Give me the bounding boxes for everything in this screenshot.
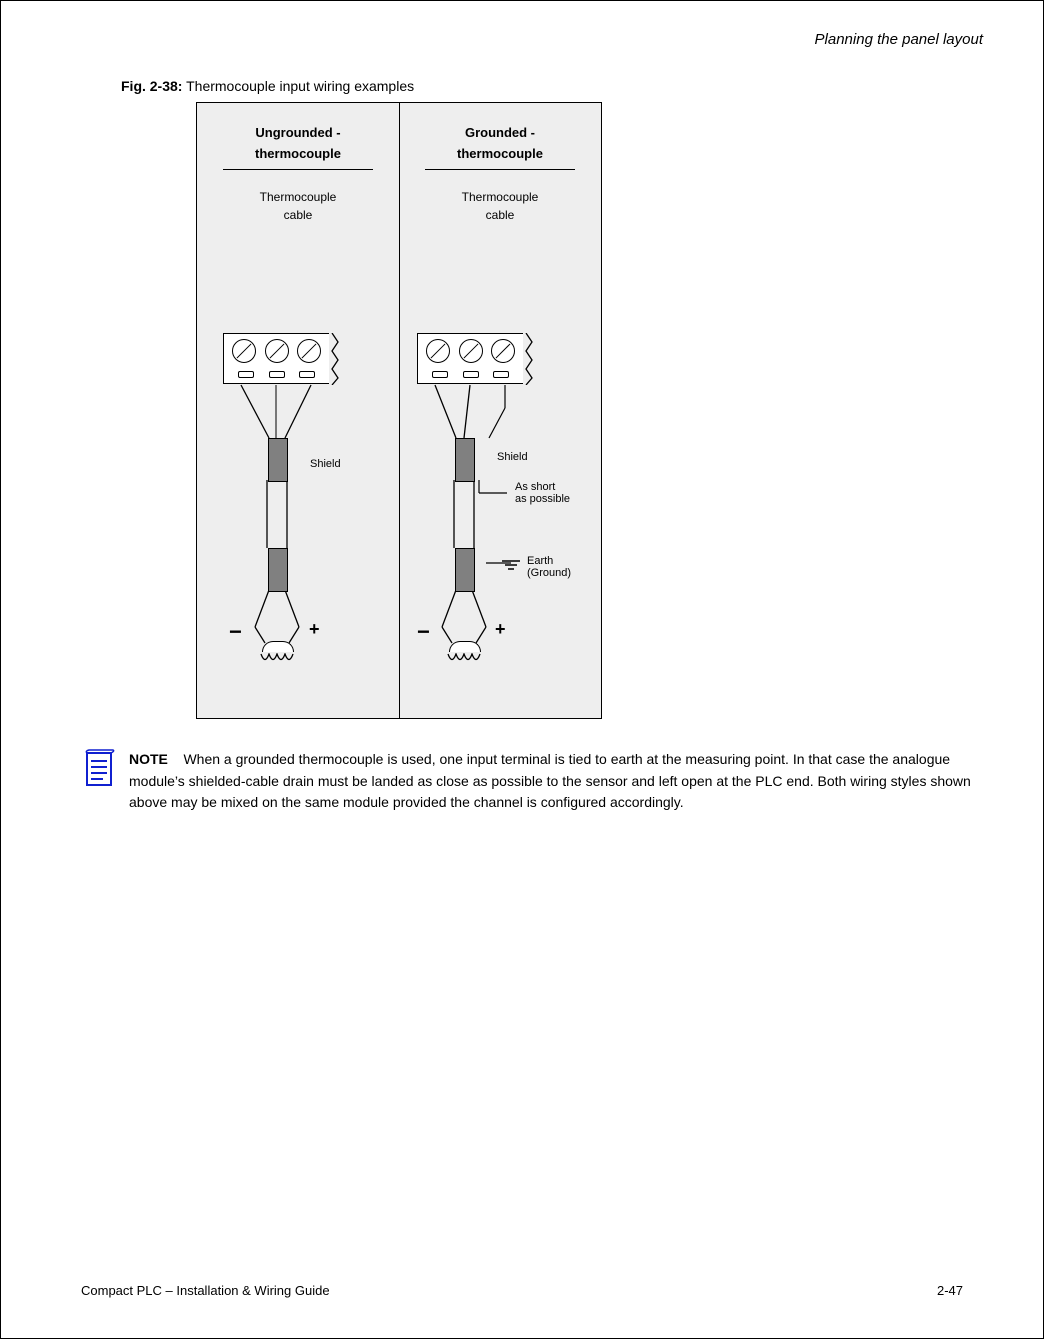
left-panel: Ungrounded - thermocouple Thermocouple c…	[197, 103, 399, 718]
page-frame: Planning the panel layout Fig. 2-38: The…	[0, 0, 1044, 1339]
left-sensor	[262, 641, 294, 670]
short-wire-line2: as possible	[515, 493, 570, 505]
left-upper-connector	[268, 438, 288, 482]
right-upper-connector	[455, 438, 475, 482]
note-icon	[81, 749, 117, 789]
left-wiring-lines	[197, 103, 399, 718]
footer-manual-title: Compact PLC – Installation & Wiring Guid…	[81, 1283, 330, 1298]
left-lower-connector	[268, 548, 288, 592]
sensor-coil-icon	[260, 653, 294, 665]
note-heading: NOTE	[129, 751, 168, 767]
footer-page-number: 2-47	[937, 1283, 963, 1298]
figure-caption: Fig. 2-38: Thermocouple input wiring exa…	[1, 48, 1043, 102]
page-footer: Compact PLC – Installation & Wiring Guid…	[1, 1283, 1043, 1298]
right-sensor	[449, 641, 481, 670]
earth-line1: Earth	[527, 555, 571, 567]
note-body: When a grounded thermocouple is used, on…	[129, 751, 971, 810]
earth-line2: (Ground)	[527, 567, 571, 579]
figure-caption-label: Fig. 2-38:	[121, 78, 182, 94]
short-wire-line1: As short	[515, 481, 570, 493]
right-plus-label: +	[495, 619, 506, 640]
right-minus-label: −	[417, 619, 430, 645]
sensor-coil-icon	[447, 653, 481, 665]
note-text: NOTE When a grounded thermocouple is use…	[129, 749, 983, 814]
right-shield-label: Shield	[497, 451, 528, 463]
plus-label: +	[309, 619, 320, 640]
sensor-cap-icon	[262, 641, 294, 652]
page-header-title: Planning the panel layout	[1, 1, 1043, 48]
figure-caption-text: Thermocouple input wiring examples	[186, 78, 414, 94]
minus-label: −	[229, 619, 242, 645]
right-lower-connector	[455, 548, 475, 592]
right-panel: Grounded - thermocouple Thermocouple cab…	[399, 103, 601, 718]
earth-label: Earth (Ground)	[527, 555, 571, 579]
wiring-diagram: Ungrounded - thermocouple Thermocouple c…	[196, 102, 602, 719]
note-block: NOTE When a grounded thermocouple is use…	[81, 749, 983, 814]
left-shield-label: Shield	[310, 458, 341, 470]
short-wire-label: As short as possible	[515, 481, 570, 505]
sensor-cap-icon	[449, 641, 481, 652]
